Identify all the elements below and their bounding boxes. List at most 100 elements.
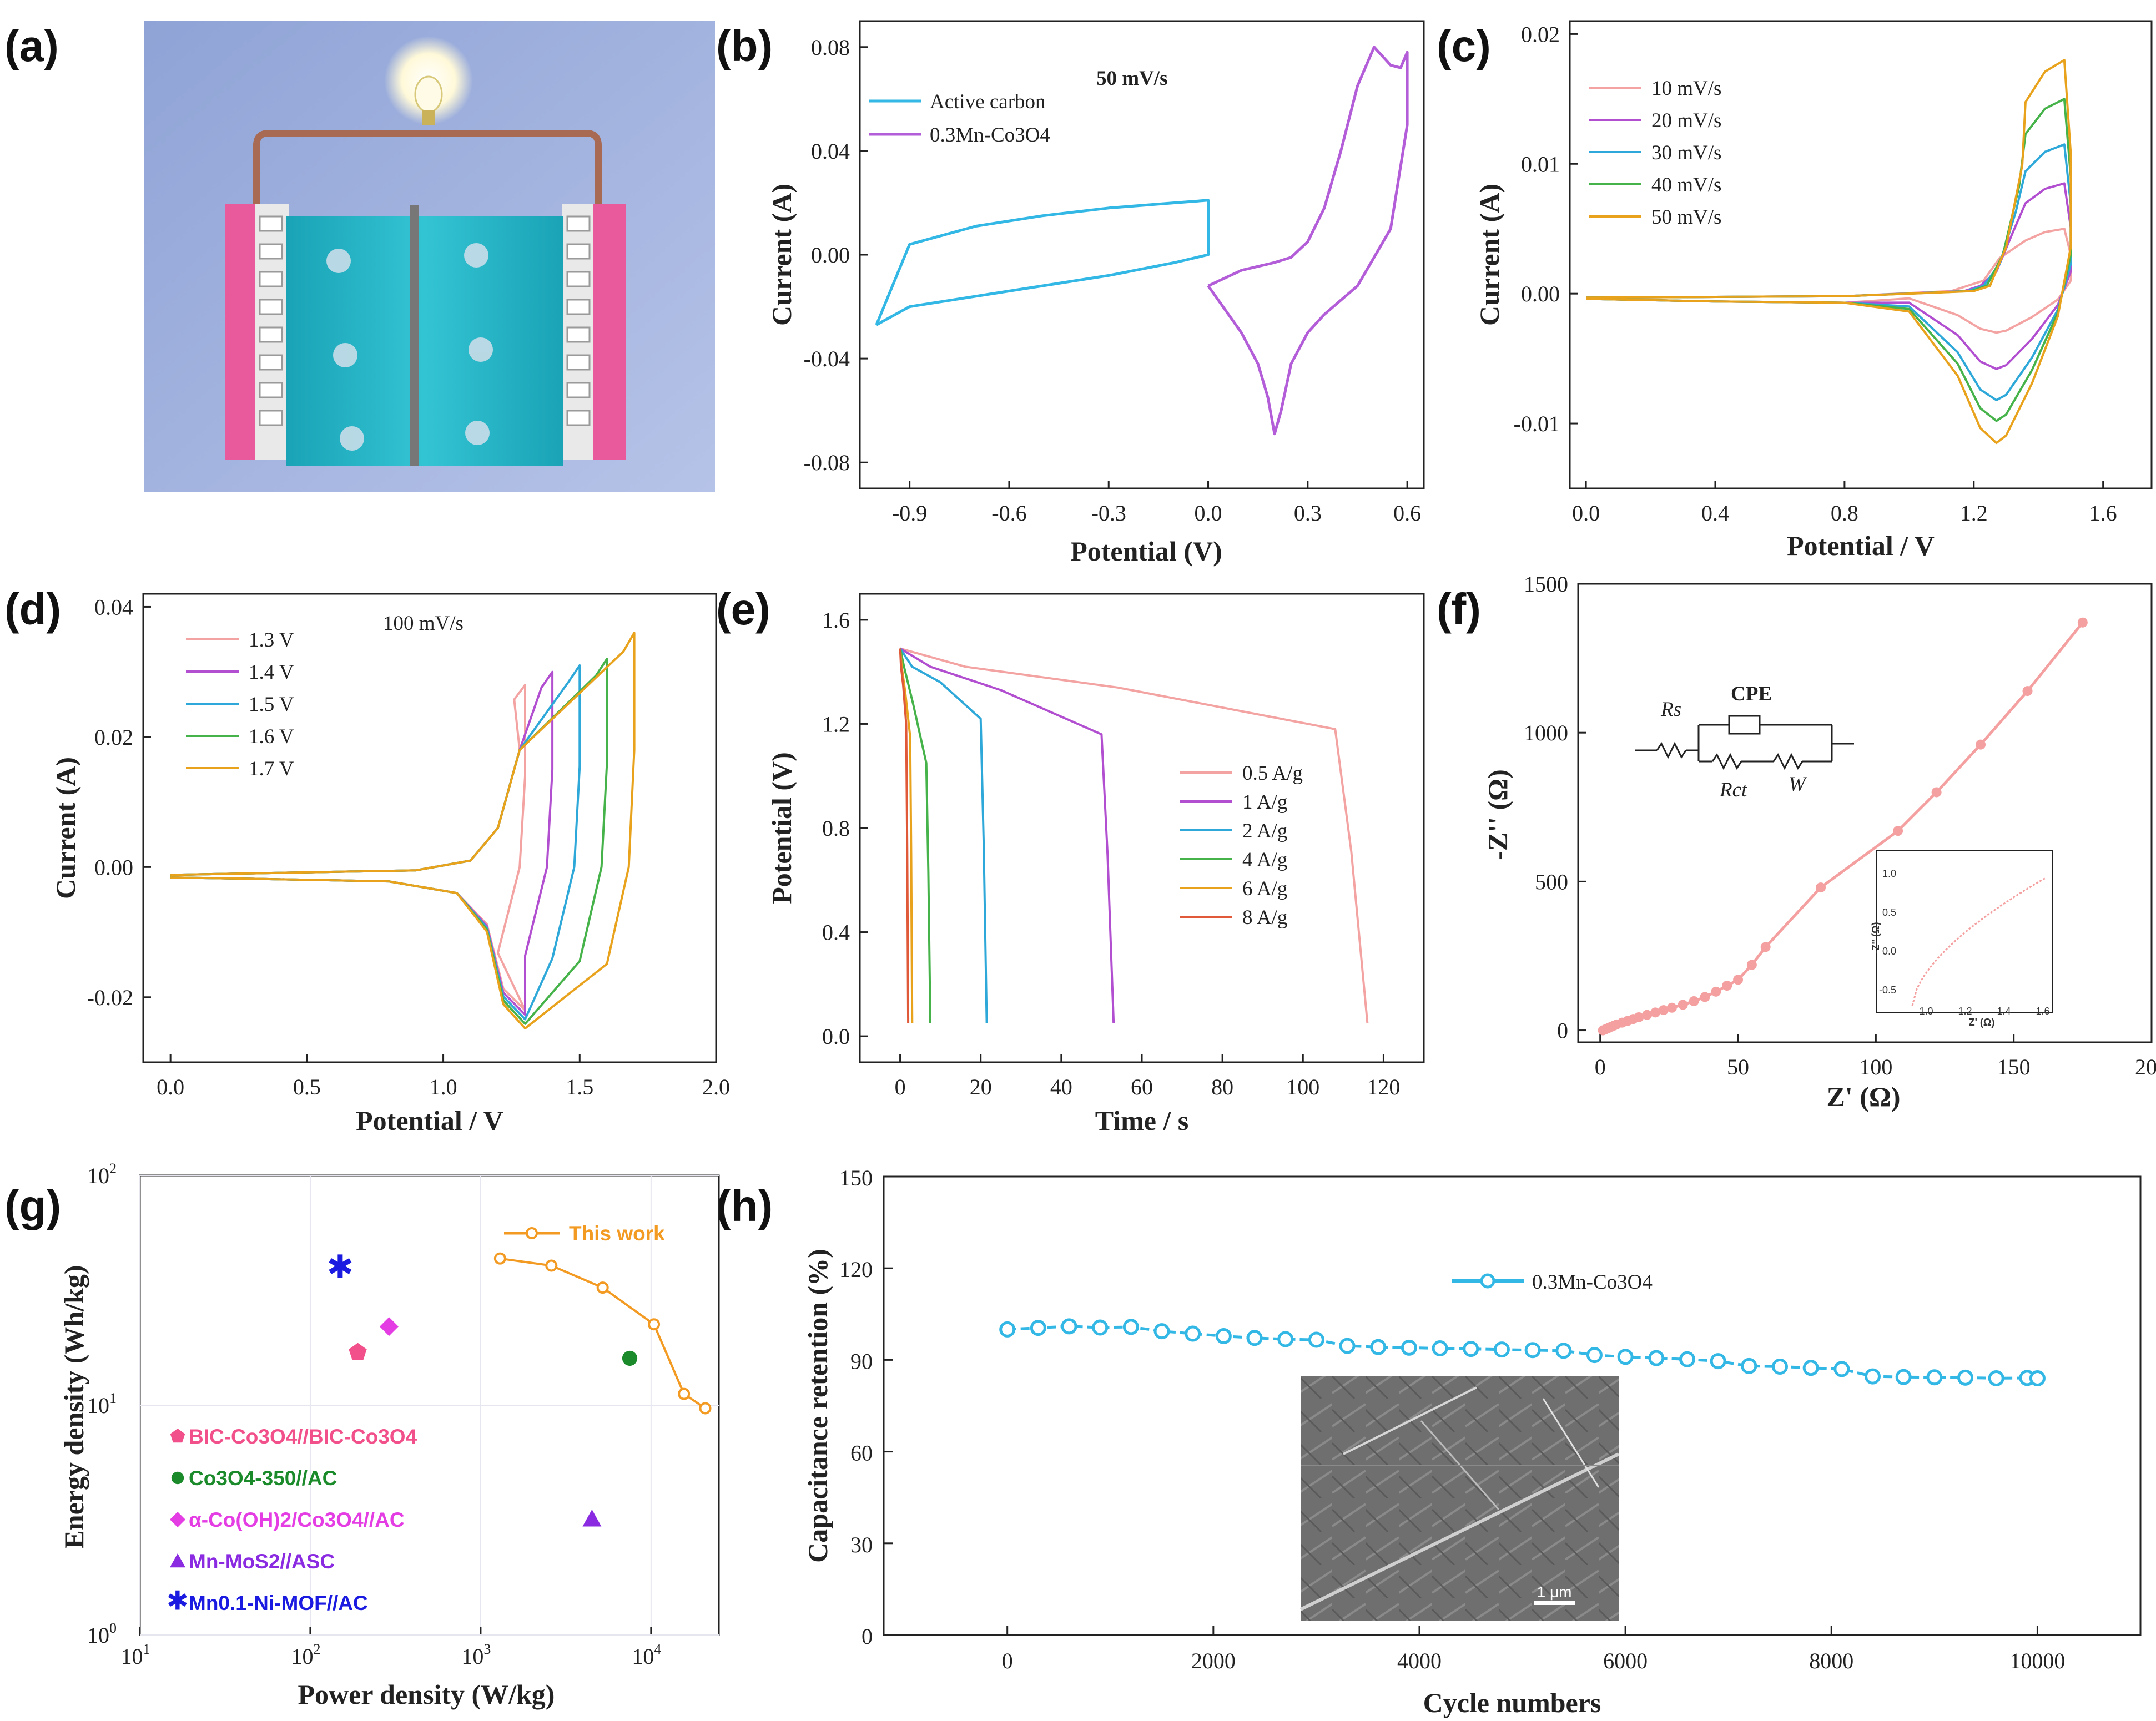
chart-g-marker-star: ✱ [327, 1248, 354, 1286]
chart-h-point [1277, 1331, 1294, 1347]
panel-label-b: (b) [716, 21, 773, 70]
chart-h-point [1401, 1339, 1417, 1356]
chart-g-xtick-label: 101 [121, 1641, 150, 1669]
chart-h-point [1432, 1340, 1448, 1356]
chart-d-ytick-label: 0.02 [94, 725, 133, 750]
chart-c-ytick-label: 0.01 [1521, 152, 1560, 176]
chart-f-point [1893, 826, 1903, 836]
chart-d-legend-label: 1.7 V [249, 758, 294, 780]
chart-f-point [1658, 1005, 1669, 1016]
chart-g-xtick-label: 104 [632, 1641, 661, 1669]
chart-g-this-work-point [678, 1387, 691, 1400]
chart-h-ytick-label: 60 [850, 1441, 873, 1466]
chart-g-ytick-label: 102 [87, 1160, 117, 1188]
chart-b-xtick-label: 0.0 [1195, 501, 1222, 526]
chart-d-frame [142, 593, 717, 1063]
panel-label-g: (g) [4, 1181, 61, 1230]
chart-g-xtick-label: 103 [461, 1641, 491, 1669]
chart-f: 0 50 100 150 200 0 500 1000 1500 Rs CPE Rct W 1.… [1482, 572, 2156, 1112]
chart-b-xtick-label: 0.3 [1294, 501, 1322, 526]
chart-e-legend-label: 6 A/g [1242, 877, 1287, 900]
chart-f-xtick-label: 50 [1727, 1054, 1749, 1079]
chart-f-xlabel: Z' (Ω) [1826, 1081, 1900, 1112]
chart-d-xtick-label: 1.0 [430, 1074, 457, 1099]
chart-g-this-work-point [596, 1281, 609, 1294]
chart-g-legend-label: Mn-MoS2//ASC [189, 1550, 335, 1573]
chart-f-point [1650, 1007, 1661, 1018]
inset-tick-x3: 1.6 [2036, 1006, 2049, 1017]
panel-label-h: (h) [716, 1181, 773, 1230]
chart-h-xtick-label: 2000 [1191, 1648, 1236, 1673]
chart-f-xtick-label: 200 [2135, 1054, 2156, 1079]
chart-c-series-line [1586, 143, 2072, 401]
chart-c-xlabel: Potential / V [1787, 530, 1935, 561]
inset-tick-x0: 1.0 [1919, 1006, 1933, 1017]
chart-f-point [2077, 617, 2088, 628]
chart-e-series-line [899, 648, 910, 1023]
chart-f-point [1746, 960, 1757, 970]
chart-g-this-work-line [500, 1257, 706, 1410]
chart-b: -0.9 -0.6 -0.3 0.0 0.3 0.6 -0.08 -0.04 0.00 0.04 0… [766, 20, 1425, 567]
chart-h-point [1339, 1338, 1356, 1354]
inset-tick-x2: 1.4 [1997, 1006, 2011, 1017]
chart-e-ytick-label: 0.0 [822, 1024, 850, 1049]
chart-b-series-line [875, 199, 1210, 326]
chart-b-ytick-label: -0.04 [804, 346, 850, 371]
chart-c-xtick-label: 1.2 [1960, 501, 1988, 526]
chart-g-marker-circle [171, 1471, 184, 1485]
chart-f-point [1700, 992, 1710, 1002]
chart-b-xtick-label: 0.6 [1393, 501, 1421, 526]
chart-b-ylabel: Current (A) [766, 184, 797, 326]
chart-h-point [1802, 1360, 1819, 1376]
chart-h-point [1092, 1319, 1109, 1336]
chart-d-xtick-label: 1.5 [566, 1074, 593, 1099]
chart-g-this-work-point [648, 1318, 661, 1331]
chart-g-ytick-label: 100 [87, 1620, 117, 1648]
chart-e-series-line [899, 648, 988, 1023]
panel-label-d: (d) [4, 584, 61, 634]
chart-c-frame [1569, 20, 2153, 489]
chart-g-legend-this-work: This work [569, 1222, 665, 1245]
chart-c-legend-label: 20 mV/s [1651, 109, 1721, 132]
chart-h-xtick-label: 4000 [1397, 1648, 1442, 1673]
chart-b-xtick-label: -0.6 [991, 501, 1026, 526]
chart-e-ytick-label: 1.6 [822, 608, 850, 633]
chart-f-ylabel: -Z'' (Ω) [1482, 769, 1513, 860]
chart-g-xtick-label: 102 [291, 1641, 320, 1669]
chart-f-point [1642, 1010, 1653, 1020]
chart-c-legend-label: 50 mV/s [1651, 206, 1721, 229]
chart-c-xtick-label: 1.6 [2089, 501, 2117, 526]
chart-h-point [1926, 1369, 1943, 1386]
chart-g-marker-circle [622, 1350, 638, 1366]
inset-tick-y1: 0.0 [1882, 946, 1896, 957]
circuit-label-cpe: CPE [1731, 683, 1772, 705]
chart-e-xtick-label: 0 [895, 1074, 906, 1099]
chart-h-ytick-label: 150 [839, 1165, 873, 1190]
chart-h-xtick-label: 6000 [1603, 1648, 1648, 1673]
chart-d-ylabel: Current (A) [50, 757, 81, 899]
chart-f-point [1666, 1002, 1677, 1013]
chart-e-xtick-label: 100 [1286, 1074, 1319, 1099]
chart-g-marker-star: ✱ [167, 1586, 189, 1617]
chart-c-legend-label: 30 mV/s [1651, 142, 1721, 164]
chart-e-frame [859, 593, 1425, 1063]
chart-h-point [1679, 1351, 1695, 1367]
chart-c-ytick-label: 0.02 [1521, 22, 1560, 47]
chart-c-legend-label: 40 mV/s [1651, 174, 1721, 196]
panel-label-a: (a) [4, 21, 59, 70]
chart-h-point [1122, 1319, 1139, 1335]
chart-f-point [1733, 975, 1744, 985]
chart-e-series-line [900, 647, 1369, 1023]
chart-d-legend-label: 1.6 V [249, 725, 294, 748]
chart-d-ytick-label: -0.02 [87, 985, 133, 1010]
chart-e-series-line [899, 647, 1115, 1023]
chart-e-ylabel: Potential (V) [766, 752, 797, 904]
chart-g-ylabel: Energy density (Wh/kg) [58, 1265, 89, 1548]
chart-h-ytick-label: 90 [850, 1349, 873, 1374]
chart-e-legend-label: 8 A/g [1242, 906, 1287, 929]
chart-f-ytick-label: 1000 [1524, 720, 1568, 745]
chart-b-ytick-label: 0.00 [811, 243, 850, 268]
chart-b-xtick-label: -0.9 [892, 501, 927, 526]
panel-label-f: (f) [1437, 584, 1481, 634]
